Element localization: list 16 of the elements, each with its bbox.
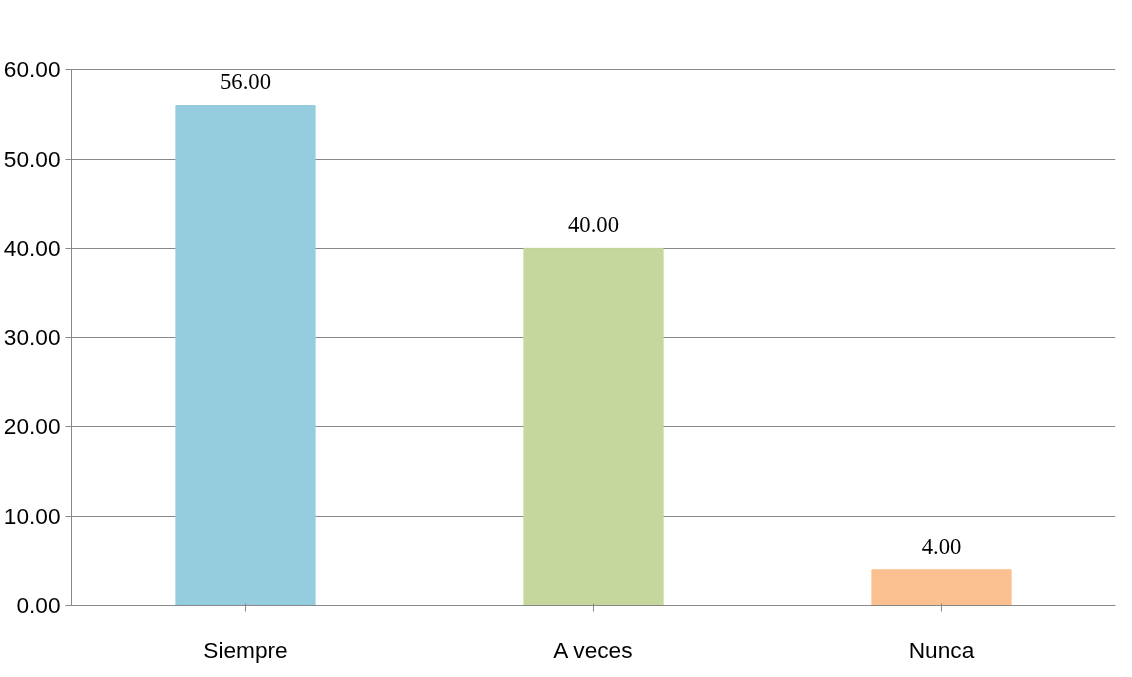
y-tick-label: 20.00 — [3, 413, 61, 440]
data-label: 4.00 — [921, 533, 962, 559]
y-tick-label: 60.00 — [3, 56, 61, 83]
y-tick-label: 40.00 — [3, 234, 61, 261]
data-label: 56.00 — [220, 69, 271, 95]
bar — [871, 569, 1012, 606]
x-tick-label: A veces — [553, 636, 633, 663]
x-tick-label: Nunca — [908, 636, 975, 663]
x-tick-label: Siempre — [203, 636, 288, 663]
data-label: 40.00 — [568, 212, 619, 238]
y-tick-label: 50.00 — [3, 145, 61, 172]
bar — [523, 247, 664, 606]
y-tick-label: 30.00 — [3, 324, 61, 351]
y-tick-label: 0.00 — [16, 592, 61, 618]
bar — [175, 105, 316, 606]
y-tick-label: 10.00 — [3, 502, 61, 529]
